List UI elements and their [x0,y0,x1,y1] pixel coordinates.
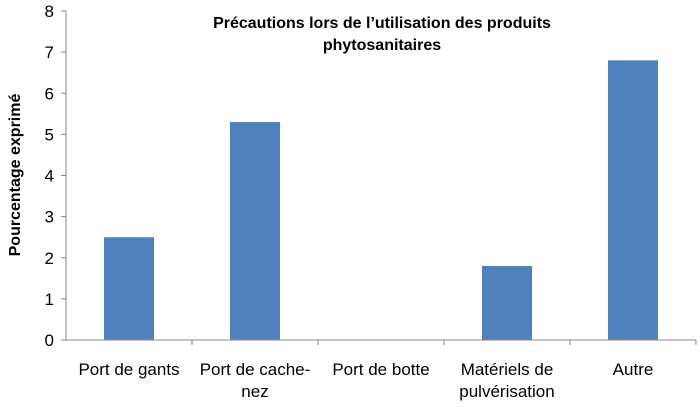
x-category-label: Autre [613,360,654,379]
y-tick-label: 0 [45,331,54,350]
y-tick-label: 3 [45,208,54,227]
y-axis-ticks: 0 1 2 3 4 5 6 7 8 [45,2,66,350]
x-category-label: pulvérisation [459,382,554,401]
x-category-label: Port de botte [332,360,429,379]
bar-2 [230,122,280,340]
x-category-label: nez [241,382,268,401]
x-axis-labels: Port de gants Port de cache-nez Port de bo… [78,340,697,401]
bar-5 [608,60,658,340]
y-tick-label: 5 [45,125,54,144]
bars [104,60,658,340]
y-tick-label: 6 [45,84,54,103]
bar-4 [482,265,532,340]
y-tick-label: 7 [45,43,54,62]
y-tick-label: 4 [45,167,54,186]
y-tick-label: 8 [45,2,54,21]
y-axis-label: Pourcentage exprimé [7,94,24,257]
chart-title-line: phytosanitaires [323,37,441,54]
bar-1 [104,237,154,340]
x-category-label: Port de cache- [200,360,311,379]
chart-title-line: Précautions lors de l’utilisation des pr… [213,15,551,32]
chart-title: Précautions lors de l’utilisation des pr… [213,15,551,54]
x-category-label: Matériels de [461,360,554,379]
x-category-label: Port de gants [78,360,179,379]
y-tick-label: 1 [45,290,54,309]
y-tick-label: 2 [45,249,54,268]
